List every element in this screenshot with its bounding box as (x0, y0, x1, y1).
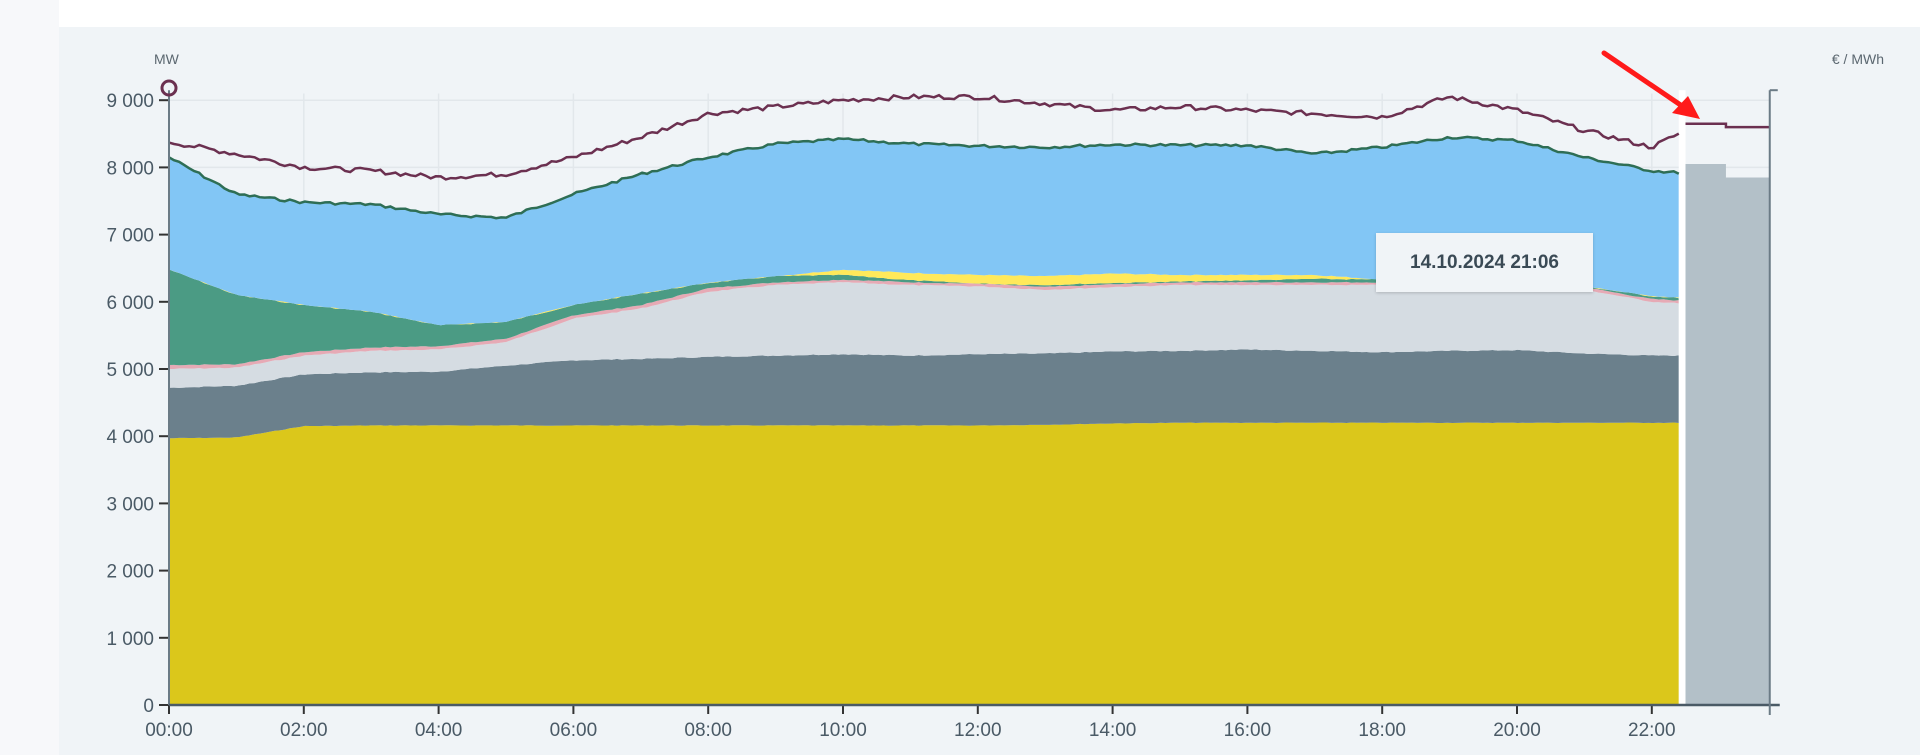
axes: 0 1 000 2 000 3 000 4 000 5 000 6 000 7 000 8 00… (106, 89, 1780, 741)
y-axis-left-unit: MW (154, 51, 180, 67)
total-line (168, 135, 1680, 220)
forecast-area (1685, 164, 1770, 706)
y-tick-label: 0 (143, 696, 154, 717)
area-series-6 (169, 136, 1679, 326)
y-tick-label: 1 000 (106, 629, 154, 650)
x-tick-label: 18:00 (1358, 720, 1406, 741)
price-marker-icon (160, 79, 178, 97)
y-tick-label: 7 000 (106, 226, 154, 247)
x-tick-label: 14:00 (1089, 720, 1137, 741)
y-tick-label: 8 000 (106, 158, 154, 179)
y-tick-label: 5 000 (106, 360, 154, 381)
x-tick-label: 00:00 (145, 720, 193, 741)
red-arrow-annotation (1601, 50, 1700, 119)
x-tick-label: 10:00 (819, 720, 867, 741)
x-tick-label: 08:00 (684, 720, 732, 741)
y-tick-label: 3 000 (106, 494, 154, 515)
x-tick-label: 02:00 (280, 720, 328, 741)
areas (169, 136, 1679, 705)
forecast-price-line (1685, 122, 1770, 129)
x-tick-label: 22:00 (1628, 720, 1676, 741)
forecast-region (1678, 90, 1770, 706)
area-series-1 (169, 349, 1679, 439)
tooltip: 14.10.2024 21:06 (1376, 233, 1593, 292)
x-tick-label: 06:00 (550, 720, 598, 741)
price-line (168, 93, 1680, 181)
x-tick-label: 04:00 (415, 720, 463, 741)
y-tick-label: 6 000 (106, 293, 154, 314)
left-sidebar-strip (0, 0, 59, 755)
y-axis-right-unit: € / MWh (1832, 51, 1884, 67)
y-tick-label: 2 000 (106, 562, 154, 583)
y-tick-label: 9 000 (106, 91, 154, 112)
area-series-0 (169, 422, 1679, 705)
lines (168, 93, 1680, 220)
now-separator (1678, 90, 1686, 705)
y-tick-label: 4 000 (106, 427, 154, 448)
area-series-2 (169, 282, 1679, 388)
x-tick-label: 16:00 (1224, 720, 1272, 741)
x-tick-label: 12:00 (954, 720, 1002, 741)
x-tick-label: 20:00 (1493, 720, 1541, 741)
